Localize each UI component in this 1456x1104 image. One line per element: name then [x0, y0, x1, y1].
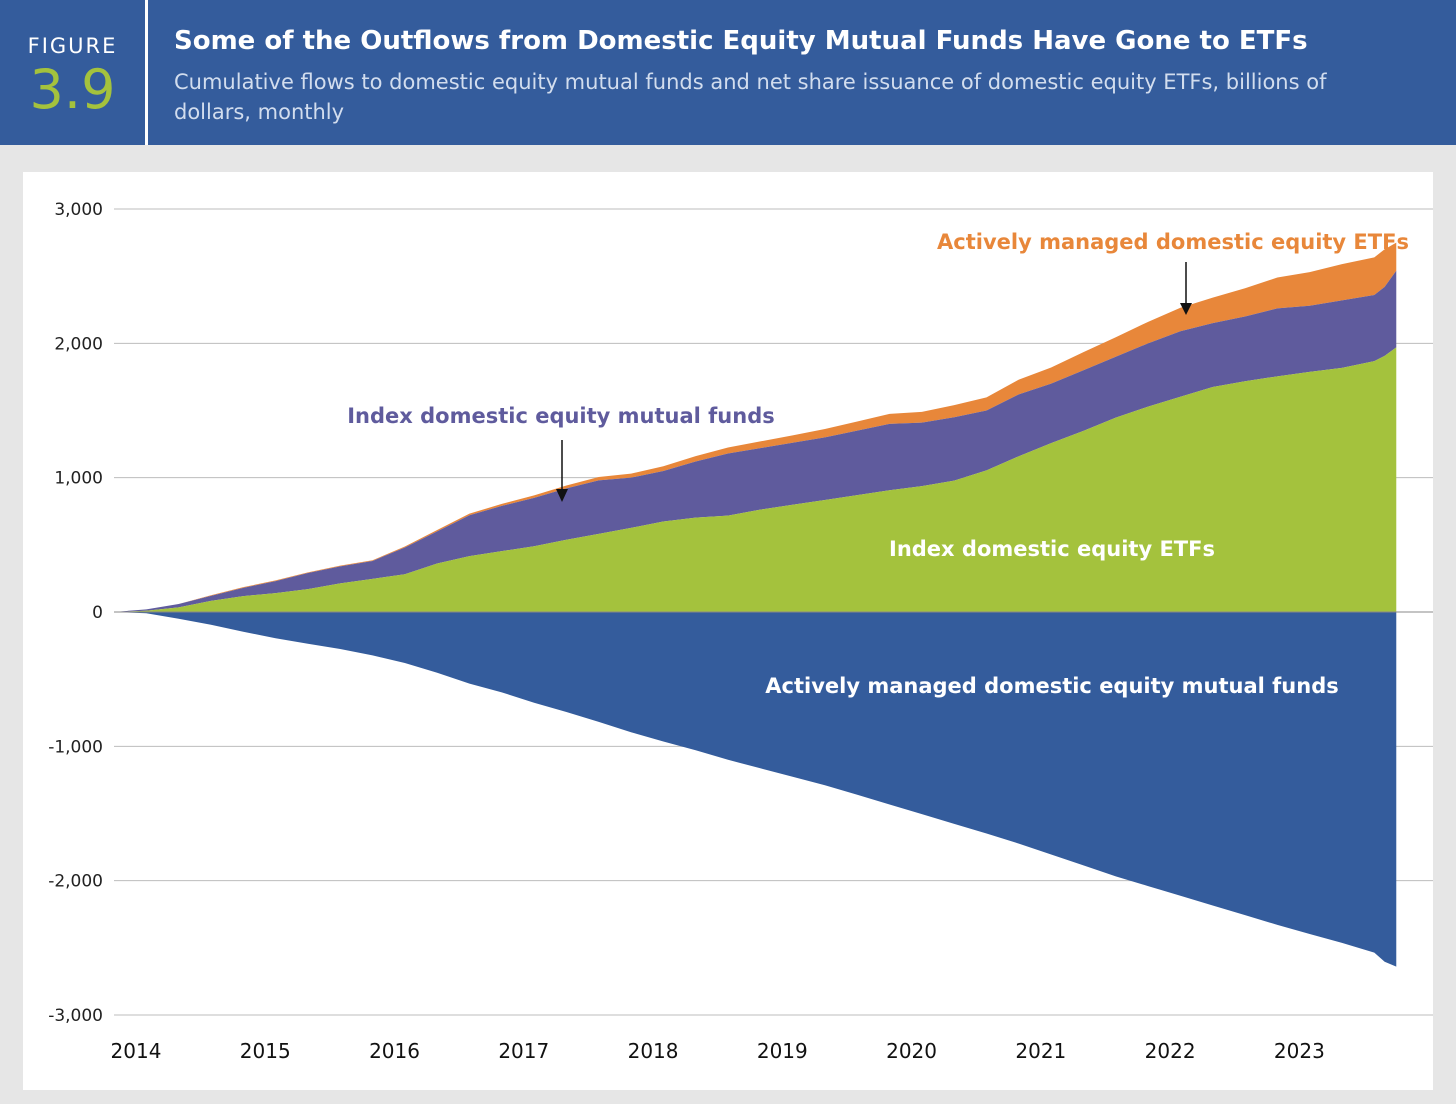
figure-badge: FIGURE 3.9 [0, 0, 148, 145]
x-tick-label: 2021 [1015, 1039, 1066, 1063]
y-tick-label: 3,000 [54, 200, 103, 220]
x-tick-label: 2014 [111, 1039, 162, 1063]
chart-subtitle: Cumulative flows to domestic equity mutu… [174, 70, 1327, 124]
x-tick-label: 2022 [1145, 1039, 1196, 1063]
chart-panel: -3,000 -2,000 -1,000 0 1,000 2,000 3,000 2014 20… [23, 172, 1433, 1090]
area-chart: -3,000 -2,000 -1,000 0 1,000 2,000 3,000 2014 20… [48, 200, 1433, 1063]
x-tick-label: 2018 [628, 1039, 679, 1063]
y-tick-label: 2,000 [54, 334, 103, 354]
y-tick-label: -1,000 [48, 737, 103, 757]
arrow-head [1180, 303, 1192, 315]
y-tick-label: 0 [92, 603, 103, 623]
y-tick-label: 1,000 [54, 469, 103, 489]
label-actively-managed-mutual-funds: Actively managed domestic equity mutual … [765, 674, 1338, 698]
figure-number: 3.9 [29, 58, 116, 121]
arrow-head [556, 489, 568, 502]
y-tick-label: -3,000 [48, 1006, 103, 1026]
chart-title: Some of the Outflows from Domestic Equit… [174, 26, 1308, 56]
area-index-etfs [114, 347, 1397, 612]
y-tick-label: -2,000 [48, 872, 103, 892]
label-index-mutual-funds: Index domestic equity mutual funds [347, 404, 775, 428]
area-actively-managed-mutual-funds [114, 612, 1397, 967]
figure-label: FIGURE [27, 34, 118, 58]
label-index-etfs: Index domestic equity ETFs [889, 537, 1215, 561]
x-tick-label: 2020 [886, 1039, 937, 1063]
label-actively-managed-etfs: Actively managed domestic equity ETFs [937, 230, 1409, 254]
x-tick-label: 2023 [1274, 1039, 1325, 1063]
x-tick-label: 2016 [369, 1039, 420, 1063]
x-tick-label: 2015 [240, 1039, 291, 1063]
x-tick-label: 2019 [757, 1039, 808, 1063]
figure-header: FIGURE 3.9 Some of the Outflows from Dom… [0, 0, 1456, 145]
x-tick-label: 2017 [498, 1039, 549, 1063]
